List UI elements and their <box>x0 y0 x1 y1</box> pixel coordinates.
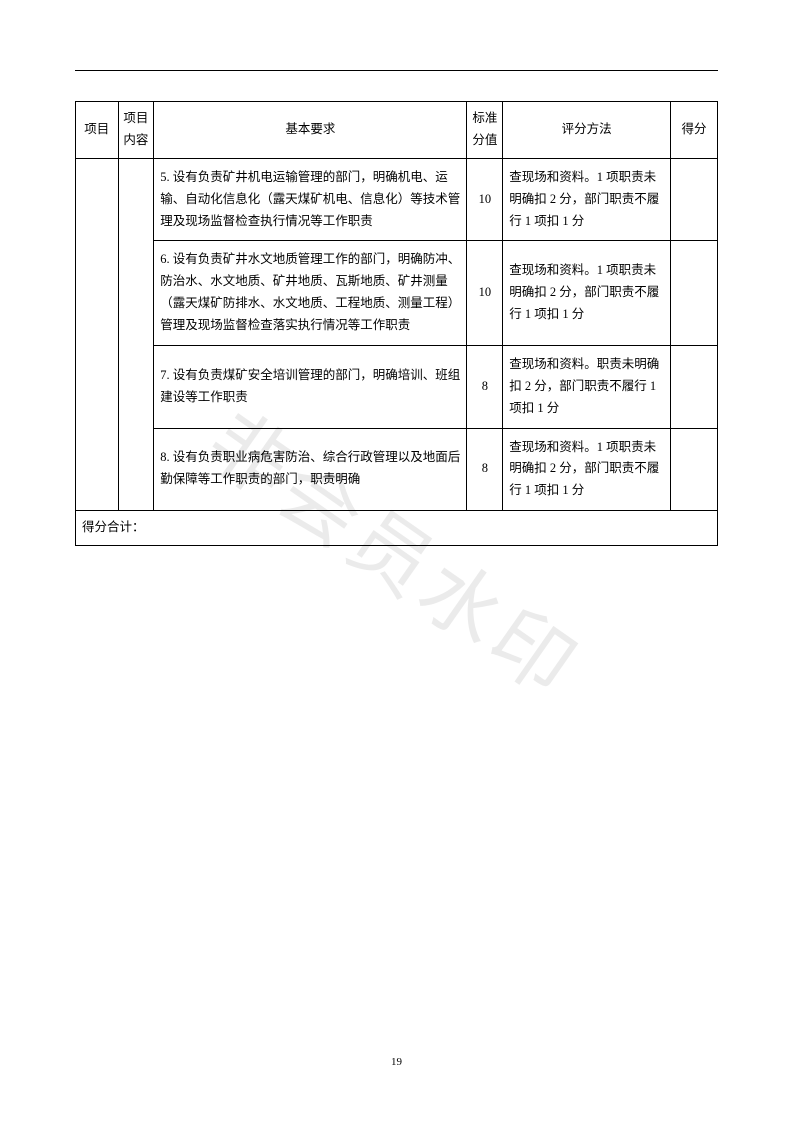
cell-requirement: 7. 设有负责煤矿安全培训管理的部门，明确培训、班组建设等工作职责 <box>154 345 467 428</box>
table-row: 5. 设有负责矿井机电运输管理的部门，明确机电、运输、自动化信息化（露天煤矿机电… <box>76 158 718 241</box>
page-number: 19 <box>0 1056 793 1068</box>
cell-requirement: 5. 设有负责矿井机电运输管理的部门，明确机电、运输、自动化信息化（露天煤矿机电… <box>154 158 467 241</box>
cell-score <box>670 345 717 428</box>
cell-std-value: 10 <box>467 158 503 241</box>
header-project: 项目 <box>76 102 119 159</box>
cell-score <box>670 428 717 511</box>
cell-requirement: 8. 设有负责职业病危害防治、综合行政管理以及地面后勤保障等工作职责的部门，职责… <box>154 428 467 511</box>
cell-method: 查现场和资料。职责未明确扣 2 分，部门职责不履行 1 项扣 1 分 <box>503 345 671 428</box>
cell-std-value: 8 <box>467 428 503 511</box>
cell-requirement: 6. 设有负责矿井水文地质管理工作的部门，明确防冲、防治水、水文地质、矿井地质、… <box>154 241 467 346</box>
header-item: 项目内容 <box>118 102 154 159</box>
table-row: 6. 设有负责矿井水文地质管理工作的部门，明确防冲、防治水、水文地质、矿井地质、… <box>76 241 718 346</box>
cell-method: 查现场和资料。1 项职责未明确扣 2 分，部门职责不履行 1 项扣 1 分 <box>503 158 671 241</box>
header-score: 得分 <box>670 102 717 159</box>
scoring-table: 项目 项目内容 基本要求 标准分值 评分方法 得分 5. 设有负责矿井机电运输管… <box>75 101 718 546</box>
cell-score <box>670 241 717 346</box>
total-row: 得分合计： <box>76 511 718 546</box>
header-rule <box>75 70 718 71</box>
header-method: 评分方法 <box>503 102 671 159</box>
cell-std-value: 8 <box>467 345 503 428</box>
cell-method: 查现场和资料。1 项职责未明确扣 2 分，部门职责不履行 1 项扣 1 分 <box>503 241 671 346</box>
header-requirement: 基本要求 <box>154 102 467 159</box>
cell-std-value: 10 <box>467 241 503 346</box>
total-label: 得分合计： <box>76 511 718 546</box>
table-row: 7. 设有负责煤矿安全培训管理的部门，明确培训、班组建设等工作职责 8 查现场和… <box>76 345 718 428</box>
table-row: 8. 设有负责职业病危害防治、综合行政管理以及地面后勤保障等工作职责的部门，职责… <box>76 428 718 511</box>
cell-score <box>670 158 717 241</box>
cell-method: 查现场和资料。1 项职责未明确扣 2 分，部门职责不履行 1 项扣 1 分 <box>503 428 671 511</box>
cell-project <box>76 158 119 510</box>
cell-item <box>118 158 154 510</box>
header-std-value: 标准分值 <box>467 102 503 159</box>
table-header-row: 项目 项目内容 基本要求 标准分值 评分方法 得分 <box>76 102 718 159</box>
